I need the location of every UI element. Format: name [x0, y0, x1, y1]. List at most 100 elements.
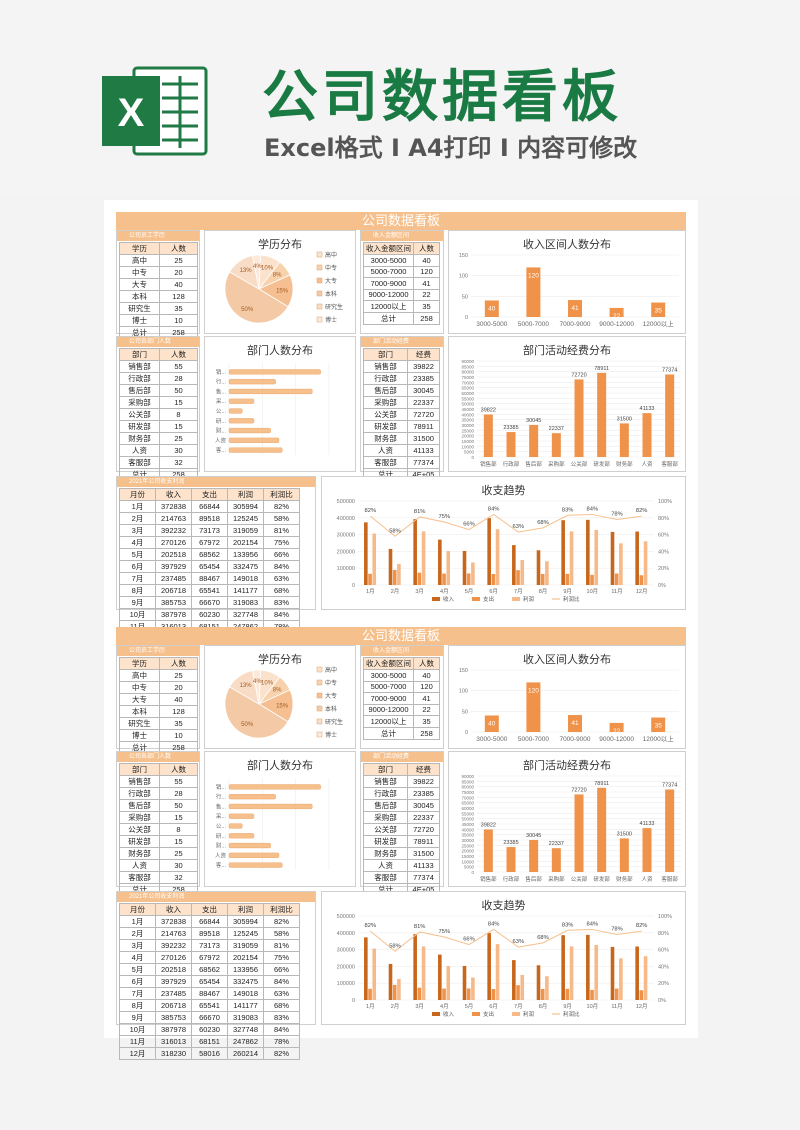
dept-people-tag: 公司各部门人数 [117, 337, 199, 347]
bar-支出 [590, 574, 594, 585]
bar [506, 432, 516, 457]
legend-swatch [512, 597, 520, 601]
table-cell: 3000-5000 [363, 254, 414, 267]
table-cell: 23385 [407, 787, 440, 800]
table-header-row: 部门 经费 [363, 348, 440, 361]
table-cell: 中专 [119, 266, 160, 279]
legend-swatch [316, 316, 323, 323]
x-tick-label: 3月 [415, 588, 424, 595]
y-tick-label: 65000 [461, 386, 474, 391]
y-tick-label: 75000 [461, 790, 474, 795]
table-cell: 60230 [191, 1023, 228, 1036]
column-header: 部门 [119, 763, 160, 776]
legend-swatch [316, 303, 323, 310]
y2-tick-label: 0% [658, 998, 666, 1004]
table-cell: 41 [413, 692, 440, 705]
table-cell: 8 [159, 408, 198, 421]
line-value-label: 82% [636, 923, 648, 929]
table-cell: 20 [159, 266, 198, 279]
y-tick-label: 20000 [461, 849, 474, 854]
y-tick-label: 300000 [337, 533, 355, 539]
table-row: 博士 10 [119, 729, 198, 742]
income-range-bar-chart: 0 50 100 150 40 3000-5000 120 5000-7000 41 7000-9… [459, 253, 679, 328]
bar [228, 862, 283, 868]
table-cell: 84% [263, 1023, 300, 1036]
y-tick-label: 10000 [461, 444, 474, 449]
table-cell: 68562 [191, 548, 228, 561]
table-cell: 15 [159, 420, 198, 433]
table-cell: 40 [159, 693, 198, 706]
column-header: 月份 [119, 488, 156, 501]
bar-收入 [487, 518, 491, 585]
x-tick-label: 财务部 [616, 460, 633, 468]
bar [609, 307, 624, 317]
bar [665, 789, 675, 872]
income-range-bar-chart: 0 50 100 150 40 3000-5000 120 5000-7000 41 7000-9… [459, 668, 679, 743]
table-row: 公关部 72720 [363, 823, 440, 836]
y2-tick-label: 80% [658, 516, 669, 522]
table-cell: 133956 [227, 963, 264, 976]
table-cell: 客服部 [119, 456, 160, 469]
table-row: 客服部 32 [119, 456, 198, 469]
table-row: 财务部 25 [119, 847, 198, 860]
table-cell: 3月 [119, 939, 156, 952]
column-header: 收入金额区间 [363, 657, 414, 670]
dept-expense-tag: 部门活动经费 [361, 752, 443, 762]
pie-slice-label: 13% [240, 683, 253, 689]
income_range-table: 收入金额区间 人数 3000-5000 40 5000-7000 120 7000-9000… [363, 242, 440, 325]
column-header: 利润比 [263, 903, 300, 916]
pie-slice [224, 271, 289, 324]
table-row: 销售部 39822 [363, 360, 440, 373]
bar [228, 388, 313, 395]
y2-tick-label: 100% [658, 499, 672, 505]
bar-支出 [590, 989, 594, 1000]
legend-swatch [316, 679, 323, 686]
dept-people-bar-chart: 销... 行...售... 采... 公... 研... 财...人资客... [215, 778, 330, 870]
bar [228, 369, 321, 375]
table-row: 客服部 77374 [363, 871, 440, 884]
pie-slice-label: 50% [241, 722, 254, 728]
y-tick-label: 35000 [461, 418, 474, 423]
x-tick-label: 5000-7000 [518, 321, 549, 328]
bar-支出 [466, 988, 471, 1000]
table-cell: 30045 [407, 384, 440, 397]
table-cell: 214763 [155, 927, 192, 940]
table-cell: 392232 [155, 939, 192, 952]
bar-利润 [372, 533, 377, 585]
line-value-label: 82% [365, 508, 377, 514]
table-cell: 332475 [227, 560, 264, 573]
table-cell: 公关部 [119, 823, 160, 836]
table-cell: 120 [413, 265, 440, 278]
bar-利润 [619, 543, 623, 585]
table-cell: 247862 [227, 1035, 264, 1048]
line-value-label: 82% [636, 508, 648, 514]
table-cell: 319083 [227, 1011, 264, 1024]
column-header: 月份 [119, 903, 156, 916]
table-cell: 202154 [227, 536, 264, 549]
table-cell: 35 [159, 717, 198, 730]
table-row: 销售部 55 [119, 360, 198, 373]
bar [665, 374, 675, 457]
line-value-label: 66% [463, 937, 475, 943]
table-cell: 2月 [119, 512, 156, 525]
bar [642, 413, 652, 457]
table-cell: 15 [159, 835, 198, 848]
line-value-label: 75% [439, 514, 451, 520]
table-row: 总计 258 [363, 312, 440, 325]
y-tick-label: 20000 [461, 434, 474, 439]
table-cell: 84% [263, 975, 300, 988]
x-tick-label: 研发部 [593, 875, 610, 883]
bar-收入 [438, 954, 442, 1000]
bar-收入 [462, 550, 467, 585]
table-cell: 128 [159, 705, 198, 718]
x-tick-label: 5月 [465, 588, 474, 595]
bar-支出 [491, 989, 496, 1000]
table-cell: 270126 [155, 536, 192, 549]
line-value-label: 78% [611, 926, 623, 932]
column-header: 人数 [159, 242, 198, 255]
table-row: 9月 385753 66670 319083 83% [119, 596, 300, 609]
education-tag: 公司员工学历 [117, 646, 199, 656]
x-tick-label: 4月 [440, 1003, 449, 1010]
bar-支出 [565, 573, 570, 585]
